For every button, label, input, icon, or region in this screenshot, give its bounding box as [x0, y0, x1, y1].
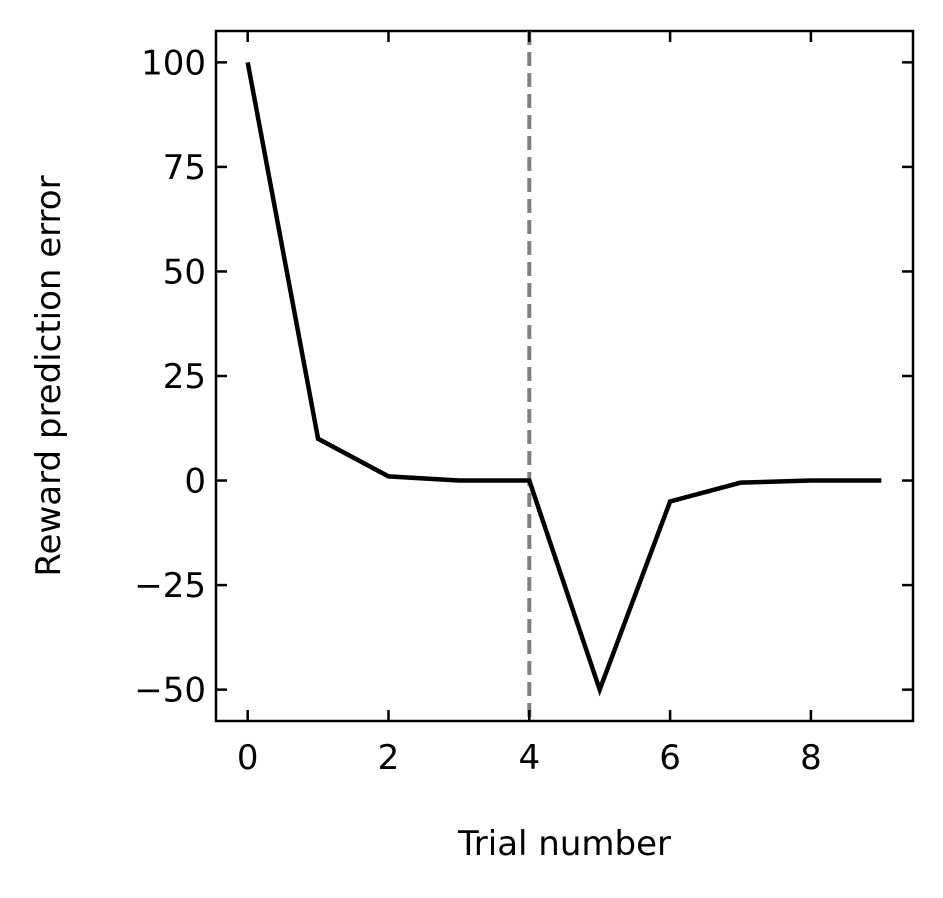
x-tick-label: 0	[237, 738, 259, 778]
series-lines	[245, 61, 882, 697]
y-axis-title: Reward prediction error	[29, 175, 69, 576]
x-tick-label: 6	[659, 738, 681, 778]
tick-labels: 0 2 4 6 8 100 75 50 25 0 −25 −50	[134, 43, 822, 778]
y-tick-label: 50	[163, 252, 206, 292]
y-tick-label: −25	[134, 566, 206, 606]
x-tick-label: 2	[378, 738, 400, 778]
y-tick-label: 0	[184, 462, 206, 502]
y-tick-label: −50	[134, 671, 206, 711]
y-tick-label: 75	[163, 148, 206, 188]
axis-ticks	[216, 31, 913, 721]
x-axis-title: Trial number	[457, 824, 671, 864]
series-line	[245, 61, 882, 697]
x-tick-label: 8	[800, 738, 822, 778]
x-tick-label: 4	[518, 738, 540, 778]
y-tick-label: 100	[141, 43, 206, 83]
y-tick-label: 25	[163, 357, 206, 397]
